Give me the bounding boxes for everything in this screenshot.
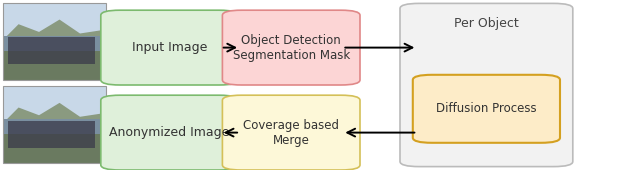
FancyBboxPatch shape [223,10,360,85]
Text: Object Detection
Segmentation Mask: Object Detection Segmentation Mask [232,34,350,62]
FancyBboxPatch shape [223,95,360,170]
Text: Coverage based
Merge: Coverage based Merge [243,119,339,147]
Text: Anonymized Image: Anonymized Image [109,126,230,139]
FancyBboxPatch shape [8,121,95,148]
FancyBboxPatch shape [101,95,239,170]
FancyBboxPatch shape [101,10,239,85]
FancyBboxPatch shape [413,75,560,143]
FancyBboxPatch shape [3,3,106,40]
Text: Diffusion Process: Diffusion Process [436,102,537,115]
FancyBboxPatch shape [3,50,106,80]
Text: Per Object: Per Object [454,17,519,30]
FancyBboxPatch shape [3,134,106,163]
Polygon shape [3,20,106,40]
FancyBboxPatch shape [3,36,106,53]
FancyBboxPatch shape [3,119,106,136]
Polygon shape [3,103,106,123]
FancyBboxPatch shape [3,86,106,123]
FancyBboxPatch shape [400,3,573,167]
FancyBboxPatch shape [8,37,95,64]
Text: Input Image: Input Image [132,41,207,54]
